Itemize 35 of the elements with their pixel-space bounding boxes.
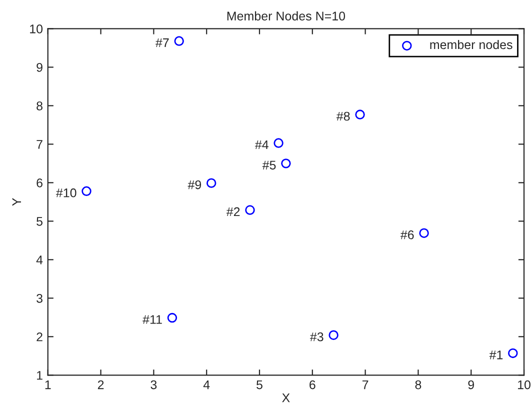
annotation: #10: [56, 188, 76, 198]
annotation: #8: [336, 112, 350, 121]
x-tick-label: 9: [468, 380, 474, 390]
y-tick-label: 7: [36, 140, 42, 149]
y-tick-label: 8: [36, 101, 42, 110]
y-tick-label: 6: [36, 178, 42, 188]
legend-label: member nodes: [430, 40, 512, 50]
x-tick-label: 3: [150, 380, 157, 390]
x-tick-label: 4: [203, 380, 210, 390]
x-tick-label: 6: [310, 380, 316, 390]
annotation: #1: [489, 350, 503, 360]
y-tick-label: 4: [36, 256, 43, 264]
y-tick-label: 3: [36, 294, 42, 303]
annotation: #2: [226, 207, 240, 216]
y-tick-label: 1: [37, 371, 42, 380]
y-tick-label: 2: [36, 332, 42, 342]
y-tick-label: 9: [36, 62, 42, 72]
x-tick-label: 7: [362, 380, 368, 390]
chart-title: Member Nodes N=10: [227, 11, 346, 20]
annotation: #6: [400, 230, 414, 240]
y-tick-label: 5: [36, 217, 42, 226]
x-tick-label: 10: [518, 380, 530, 390]
annotation: #5: [262, 160, 276, 170]
y-tick-label: 10: [30, 24, 43, 34]
x-tick-label: 1: [45, 380, 51, 390]
x-tick-label: 2: [98, 380, 104, 390]
x-axis-title: X: [282, 394, 290, 402]
y-axis-title: Y: [12, 198, 21, 206]
x-tick-label: 5: [256, 380, 262, 390]
annotation: #9: [188, 180, 202, 190]
annotation: #3: [310, 332, 324, 342]
annotation: #7: [156, 38, 169, 48]
annotation: #4: [254, 140, 268, 150]
x-tick-label: 8: [415, 380, 422, 390]
annotation: #11: [142, 315, 162, 324]
